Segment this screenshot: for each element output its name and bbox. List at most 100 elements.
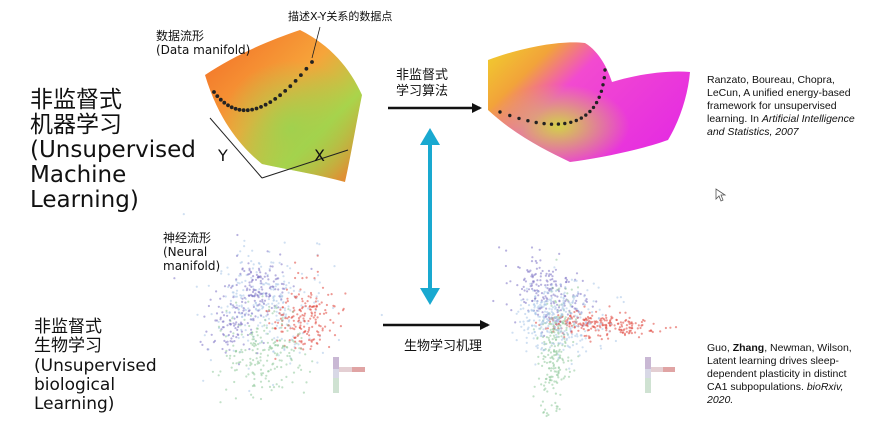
data-point xyxy=(218,97,223,102)
neural-point xyxy=(289,267,292,270)
neural-point xyxy=(228,284,231,287)
neural-manifold-scatter-left xyxy=(173,213,383,404)
neural-point xyxy=(275,319,278,322)
neural-point xyxy=(562,321,565,324)
neural-point xyxy=(583,295,586,298)
neural-point xyxy=(546,300,549,303)
neural-point xyxy=(266,250,269,253)
neural-point xyxy=(563,330,566,333)
neural-point xyxy=(278,261,281,264)
neural-point xyxy=(238,282,241,285)
neural-point xyxy=(303,312,307,315)
neural-point xyxy=(580,326,583,329)
neural-point xyxy=(209,298,212,301)
neural-point xyxy=(316,274,320,277)
neural-point xyxy=(539,303,542,306)
neural-point xyxy=(540,352,543,355)
neural-point xyxy=(268,269,271,272)
neural-point xyxy=(252,275,255,278)
neural-point xyxy=(290,292,293,295)
neural-point xyxy=(233,305,236,308)
neural-point xyxy=(281,316,284,319)
neural-point xyxy=(302,343,305,346)
neural-point xyxy=(286,297,289,300)
neural-point xyxy=(517,310,520,313)
neural-point xyxy=(289,327,292,330)
neural-point xyxy=(232,362,235,365)
neural-point xyxy=(279,307,282,310)
neural-point xyxy=(549,351,553,354)
neural-point xyxy=(276,321,280,324)
neural-point xyxy=(568,336,571,339)
neural-point xyxy=(203,315,206,318)
neural-point xyxy=(244,301,247,304)
neural-point xyxy=(284,315,287,318)
neural-point xyxy=(222,295,225,298)
neural-point xyxy=(541,269,544,273)
neural-point xyxy=(541,400,545,403)
neural-point xyxy=(519,308,522,311)
neural-point xyxy=(298,347,301,350)
neural-point xyxy=(271,338,274,341)
neural-point xyxy=(599,326,602,329)
neural-point xyxy=(282,283,285,286)
neural-point xyxy=(222,326,225,329)
neural-point xyxy=(622,321,625,324)
neural-point xyxy=(598,308,601,311)
neural-point xyxy=(620,323,623,326)
neural-point xyxy=(531,256,534,259)
neural-point xyxy=(537,377,541,380)
neural-point xyxy=(537,315,540,318)
neural-point xyxy=(559,368,562,371)
neural-point xyxy=(238,304,241,308)
neural-point xyxy=(518,266,521,269)
neural-point xyxy=(593,322,597,325)
neural-point xyxy=(280,319,283,322)
neural-point xyxy=(207,264,210,267)
neural-point xyxy=(555,409,558,413)
neural-point xyxy=(539,323,542,326)
neural-point xyxy=(329,318,332,322)
neural-point xyxy=(576,335,579,338)
neural-point xyxy=(300,368,303,371)
neural-point xyxy=(550,308,553,311)
neural-point xyxy=(261,372,265,375)
neural-point xyxy=(213,339,217,342)
neural-point xyxy=(624,319,627,322)
neural-point xyxy=(536,302,539,305)
neural-point xyxy=(210,313,213,316)
neural-point xyxy=(560,303,563,306)
neural-point xyxy=(549,273,553,276)
neural-point xyxy=(259,292,262,296)
neural-point xyxy=(280,359,283,362)
neural-point xyxy=(259,321,262,324)
neural-point xyxy=(562,361,565,364)
neural-point xyxy=(571,333,574,336)
neural-point xyxy=(280,366,283,369)
neural-point xyxy=(551,327,554,331)
neural-point xyxy=(535,283,538,286)
neural-point xyxy=(522,307,525,310)
neural-point xyxy=(311,305,314,308)
neural-point xyxy=(572,297,575,300)
neural-point xyxy=(589,340,592,343)
neural-point xyxy=(637,324,640,327)
neural-point xyxy=(233,369,237,372)
neural-point xyxy=(307,330,310,333)
neural-point xyxy=(553,319,556,322)
data-point xyxy=(273,97,278,101)
neural-point xyxy=(303,291,306,294)
neural-point xyxy=(532,328,536,331)
neural-point xyxy=(554,301,558,304)
neural-point xyxy=(260,282,263,285)
neural-point xyxy=(532,309,535,312)
neural-point xyxy=(241,268,244,271)
neural-point xyxy=(575,272,579,275)
neural-point xyxy=(542,316,545,319)
neural-point xyxy=(315,305,318,308)
neural-point xyxy=(227,285,230,289)
neural-point xyxy=(532,395,535,398)
neural-point xyxy=(543,300,546,303)
neural-point xyxy=(258,303,261,306)
neural-point xyxy=(634,322,637,325)
